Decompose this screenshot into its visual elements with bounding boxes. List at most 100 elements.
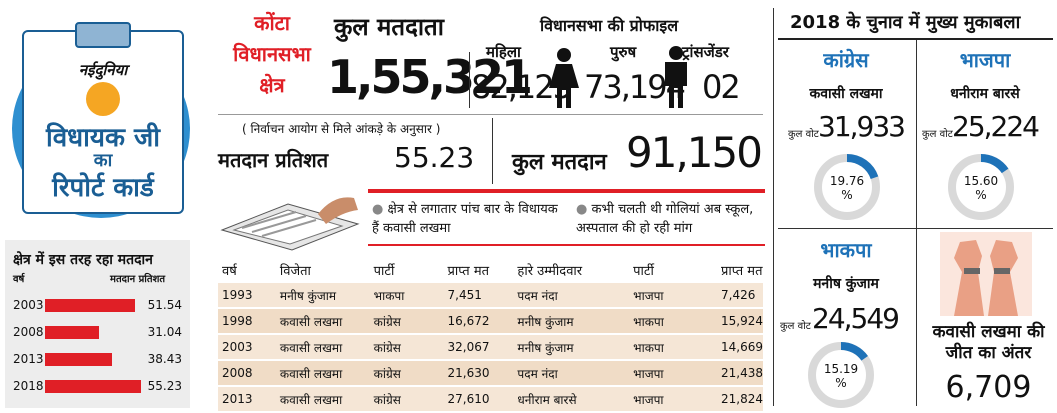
party-name: भाकपा xyxy=(820,238,872,262)
fact-text: कभी चलती थी गोलियां अब स्कूल, अस्पताल की… xyxy=(576,202,754,236)
cell: 1998 xyxy=(218,308,276,335)
divider xyxy=(778,228,1053,229)
cell: 27,610 xyxy=(443,386,514,413)
col-loser: हारे उम्मीदवार xyxy=(517,264,583,279)
vote-share-value: 19.76 xyxy=(829,174,865,188)
turnout-row: 2013 38.43 xyxy=(5,349,190,371)
cell: 7,426 xyxy=(717,283,763,309)
votes-label: कुल वोट xyxy=(780,321,811,332)
turnout-bar xyxy=(45,299,135,312)
cell: कांग्रेस xyxy=(369,360,444,387)
report-card-line3: रिपोर्ट कार्ड xyxy=(52,173,154,203)
cell: 21,630 xyxy=(443,360,514,387)
turnout-value: 51.54 xyxy=(147,298,182,312)
total-voters-value: 1,55,321 xyxy=(327,50,533,104)
red-rule xyxy=(368,189,765,193)
table-header-row: वर्ष विजेता पार्टी प्राप्त मत हारे उम्मी… xyxy=(218,258,763,283)
turnout-value: 38.43 xyxy=(147,352,182,366)
cell: 2013 xyxy=(218,386,276,413)
cell: 21,824 xyxy=(717,386,763,413)
constituency-line1: कोंटा xyxy=(254,11,290,35)
candidate-votes: 25,224 xyxy=(952,110,1040,143)
vote-share-donut xyxy=(808,342,874,408)
votes-label: कुल वोट xyxy=(922,129,953,140)
candidate-votes: 24,549 xyxy=(812,302,900,335)
turnout-history-title: क्षेत्र में इस तरह रहा मतदान xyxy=(13,252,153,268)
female-icon xyxy=(549,48,579,108)
party-name: कांग्रेस xyxy=(823,48,869,72)
turnout-value: 55.23 xyxy=(147,379,182,393)
cell: भाकपा xyxy=(629,334,717,361)
turnout-label: मतदान प्रतिशत xyxy=(218,148,329,172)
cell: मनीष कुंजाम xyxy=(513,308,630,335)
source-note: ( निर्वाचन आयोग से मिले आंकड़े के अनुसार… xyxy=(242,122,441,136)
cell: 21,438 xyxy=(717,360,763,387)
votes-cast-label: कुल मतदान xyxy=(512,150,607,175)
total-voters-label: कुल मतदाता xyxy=(334,13,444,41)
constituency-name: कोंटा विधानसभा क्षेत्र xyxy=(218,8,326,101)
cell: भाकपा xyxy=(629,308,717,335)
turnout-pct-header: मतदान प्रतिशत xyxy=(110,274,166,285)
divider xyxy=(492,118,493,184)
turnout-year: 2008 xyxy=(13,325,44,339)
fact-item: ● कभी चलती थी गोलियां अब स्कूल, अस्पताल … xyxy=(576,200,764,238)
winning-margin-value: 6,709 xyxy=(945,370,1032,405)
table-row: 2013 कवासी लखमा कांग्रेस 27,610 धनीराम बारसे… xyxy=(218,386,763,413)
constituency-line2: विधानसभा xyxy=(233,42,311,66)
cell: मनीष कुंजाम xyxy=(513,334,630,361)
vote-share-unit: % xyxy=(841,188,853,202)
turnout-row: 2018 55.23 xyxy=(5,376,190,398)
cell: कवासी लखमा xyxy=(275,334,370,361)
table-row: 2008 कवासी लखमा कांग्रेस 21,630 पदम नंदा भाजप… xyxy=(218,360,763,387)
cell: कवासी लखमा xyxy=(275,308,370,335)
divider xyxy=(218,114,763,115)
candidate-votes: 31,933 xyxy=(818,110,906,143)
turnout-bar xyxy=(45,353,112,366)
turnout-year: 2018 xyxy=(13,379,44,393)
divider xyxy=(469,52,470,108)
newspaper-brand: नईदुनिया xyxy=(78,61,128,79)
cell: कांग्रेस xyxy=(369,334,444,361)
col-party: पार्टी xyxy=(373,264,395,279)
cell: कांग्रेस xyxy=(369,308,444,335)
cell: 32,067 xyxy=(443,334,514,361)
vote-share-value: 15.19 xyxy=(823,362,859,376)
contest-title: 2018 के चुनाव में मुख्य मुकाबला xyxy=(790,12,1021,33)
bullet-icon: ● xyxy=(576,202,588,217)
cell: 1993 xyxy=(218,283,276,309)
transgender-label: ट्रांसजेंडर xyxy=(682,43,729,61)
table-row: 1998 कवासी लखमा कांग्रेस 16,672 मनीष कुंजाम भ… xyxy=(218,308,763,335)
male-icon xyxy=(665,46,687,108)
cell: पदम नंदा xyxy=(513,360,630,387)
divider xyxy=(773,8,774,406)
cell: 2003 xyxy=(218,334,276,361)
cell: 16,672 xyxy=(443,308,514,335)
party-name: भाजपा xyxy=(959,48,1011,72)
constituency-line3: क्षेत्र xyxy=(259,73,285,97)
candidate-name: कवासी लखमा xyxy=(809,86,883,102)
turnout-year: 2003 xyxy=(13,298,44,312)
votes-cast-value: 91,150 xyxy=(626,128,763,177)
cell: कवासी लखमा xyxy=(275,386,370,413)
turnout-row: 2003 51.54 xyxy=(5,295,190,317)
cell: 2008 xyxy=(218,360,276,387)
vote-share-donut xyxy=(814,154,880,220)
avatar-icon xyxy=(86,82,120,116)
evm-machine-icon xyxy=(220,197,360,251)
cell: भाजपा xyxy=(629,283,717,309)
fact-item: ● क्षेत्र से लगातार पांच बार के विधायक ह… xyxy=(372,200,562,238)
votes-label: कुल वोट xyxy=(788,129,819,140)
raised-fists-icon xyxy=(940,232,1032,316)
fact-text: क्षेत्र से लगातार पांच बार के विधायक हैं… xyxy=(372,202,558,236)
clipboard-icon: नईदुनिया विधायक जी का रिपोर्ट कार्ड xyxy=(22,30,184,214)
cell: भाजपा xyxy=(629,360,717,387)
bullet-icon: ● xyxy=(372,202,384,217)
turnout-bar xyxy=(45,380,141,393)
red-rule xyxy=(368,244,765,246)
turnout-row: 2008 31.04 xyxy=(5,322,190,344)
report-card-line2: का xyxy=(93,150,113,171)
male-label: पुरुष xyxy=(610,43,637,61)
vote-share: 15.60 % xyxy=(946,174,1016,202)
female-label: महिला xyxy=(486,43,521,61)
col-winner: विजेता xyxy=(279,264,311,279)
